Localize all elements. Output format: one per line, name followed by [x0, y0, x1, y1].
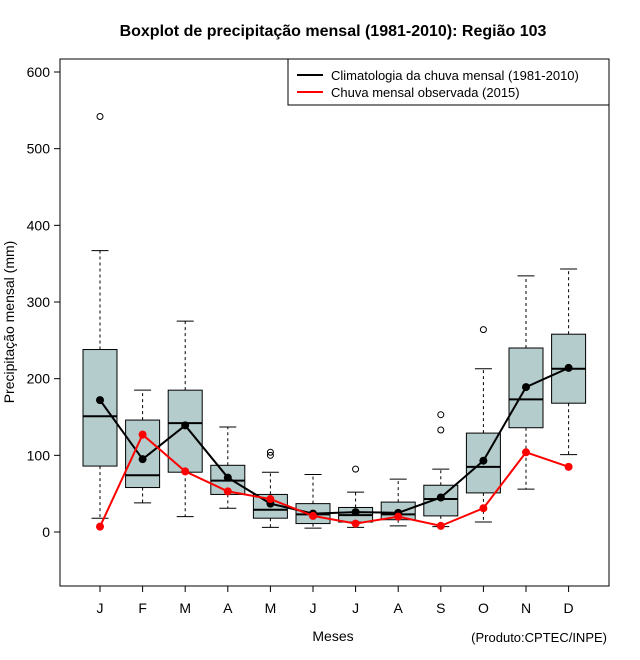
series-point-1: [564, 363, 573, 372]
y-tick-label: 0: [42, 524, 50, 540]
box-1: [82, 112, 118, 519]
box-outlier: [266, 448, 274, 456]
box-3: [167, 320, 203, 518]
plot-frame: [59, 58, 610, 587]
box-2: [125, 389, 161, 504]
y-axis-label: Precipitação mensal (mm): [1, 241, 17, 404]
x-tick-label: A: [394, 600, 404, 616]
series-point-1: [223, 473, 232, 482]
box-11: [508, 275, 544, 490]
box-body: [508, 347, 544, 429]
series-point-2: [522, 448, 530, 457]
y-tick-label: 400: [27, 217, 51, 233]
y-tick-label: 500: [27, 141, 51, 157]
series-point-2: [436, 521, 445, 530]
series-point-1: [96, 396, 104, 405]
box-outlier: [96, 112, 104, 120]
box-body: [125, 419, 161, 489]
x-tick-label: D: [564, 600, 574, 616]
series-point-1: [479, 456, 488, 465]
legend-label-1: Climatologia da chuva mensal (1981-2010): [331, 68, 579, 83]
y-axis: 0 100 200 300 400 500 600: [27, 64, 60, 540]
series-point-2: [138, 430, 147, 439]
series-point-2: [266, 495, 275, 504]
legend-box: [287, 58, 610, 106]
series-point-2: [309, 511, 317, 520]
box-7: [338, 465, 374, 528]
series-point-1: [436, 493, 445, 502]
series-point-2: [394, 512, 403, 521]
y-tick-label: 200: [27, 371, 51, 387]
series-point-1: [138, 455, 147, 464]
box-6: [295, 474, 331, 529]
box-9: [423, 411, 459, 528]
legend: Climatologia da chuva mensal (1981-2010)…: [287, 58, 610, 106]
y-tick-label: 300: [27, 294, 51, 310]
series-line-1: [99, 367, 570, 515]
box-5: [252, 448, 288, 528]
x-tick-label: N: [521, 600, 531, 616]
x-tick-label: M: [265, 600, 277, 616]
series-point-2: [96, 522, 104, 531]
series-point-2: [351, 519, 360, 528]
box-outlier: [437, 426, 445, 434]
box-body: [82, 349, 118, 467]
x-tick-label: S: [436, 600, 445, 616]
x-tick-label: J: [352, 600, 359, 616]
series-point-2: [564, 462, 573, 471]
x-axis-label: Meses: [312, 628, 353, 644]
boxes-layer: [82, 112, 587, 529]
credit-text: (Produto:CPTEC/INPE): [471, 630, 607, 645]
box-4: [210, 426, 246, 509]
series-layer: [96, 363, 573, 531]
series-point-2: [181, 467, 190, 476]
series-point-1: [522, 383, 530, 392]
x-tick-label: J: [97, 600, 104, 616]
series-point-2: [479, 504, 488, 513]
chart-title: Boxplot de precipitação mensal (1981-201…: [120, 23, 547, 40]
series-point-1: [351, 508, 360, 517]
box-outlier: [266, 451, 274, 459]
x-tick-label: J: [310, 600, 317, 616]
series-point-2: [223, 487, 232, 496]
x-tick-label: F: [138, 600, 147, 616]
x-tick-label: A: [223, 600, 233, 616]
box-outlier: [352, 465, 360, 473]
box-12: [551, 268, 587, 456]
x-tick-label: O: [478, 600, 489, 616]
series-point-1: [181, 421, 190, 430]
y-tick-label: 600: [27, 64, 51, 80]
series-line-2: [99, 433, 569, 528]
x-tick-label: M: [179, 600, 191, 616]
box-outlier: [437, 411, 445, 419]
box-body: [167, 389, 203, 473]
legend-label-2: Chuva mensal observada (2015): [331, 85, 520, 100]
y-tick-label: 100: [27, 447, 51, 463]
box-outlier: [479, 326, 487, 334]
